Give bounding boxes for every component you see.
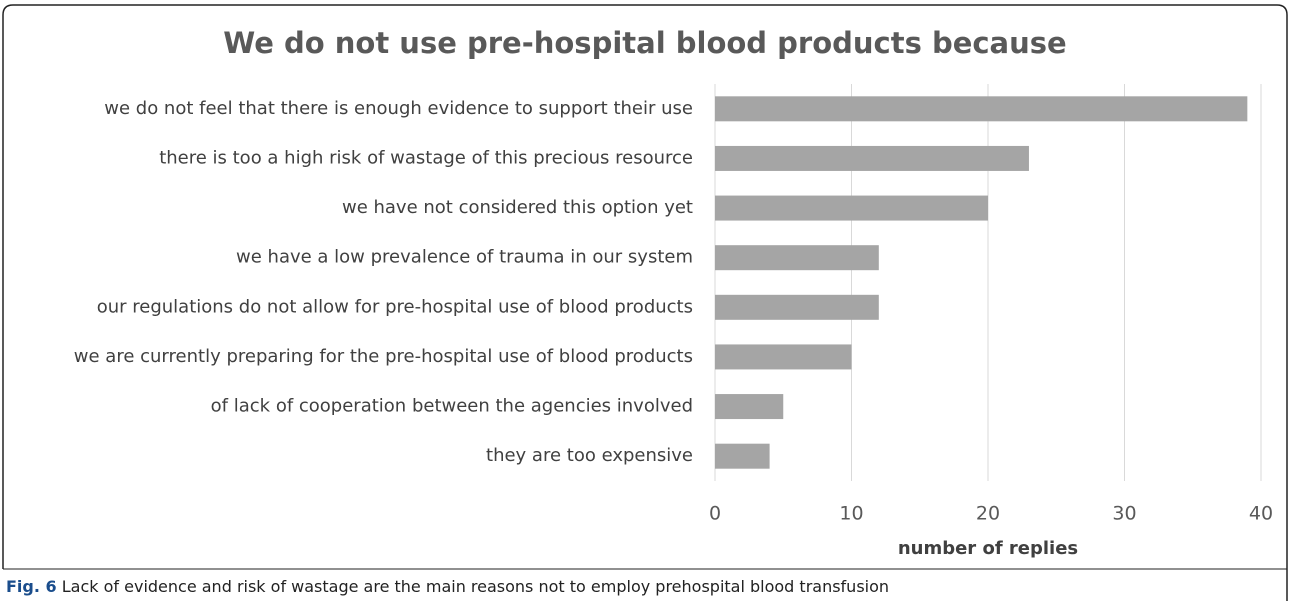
bar xyxy=(715,195,988,221)
x-axis-label: number of replies xyxy=(898,538,1078,559)
frame xyxy=(2,4,1288,601)
bar xyxy=(715,96,1248,122)
y-tick-label: we do not feel that there is enough evid… xyxy=(104,98,693,119)
x-tick-label: 40 xyxy=(1249,503,1273,525)
bar xyxy=(715,245,879,271)
x-tick-label: 0 xyxy=(709,503,721,525)
bar xyxy=(715,145,1029,171)
bar xyxy=(715,344,852,370)
bar xyxy=(715,394,784,420)
y-tick-label: they are too expensive xyxy=(486,445,693,466)
x-tick-label: 30 xyxy=(1112,503,1136,525)
bar xyxy=(715,443,770,469)
caption-label: Fig. 6 xyxy=(6,577,57,596)
y-tick-label: we are currently preparing for the pre-h… xyxy=(74,346,693,367)
x-tick-label: 20 xyxy=(976,503,1000,525)
y-tick-label: there is too a high risk of wastage of t… xyxy=(159,147,693,168)
bar xyxy=(715,294,879,320)
caption-text: Lack of evidence and risk of wastage are… xyxy=(62,577,889,596)
chart-title: We do not use pre-hospital blood product… xyxy=(223,26,1066,60)
y-tick-label: of lack of cooperation between the agenc… xyxy=(211,396,693,417)
x-tick-label: 10 xyxy=(839,503,863,525)
y-tick-label: our regulations do not allow for pre-hos… xyxy=(97,296,693,317)
y-tick-label: we have not considered this option yet xyxy=(342,197,693,218)
y-tick-label: we have a low prevalence of trauma in ou… xyxy=(236,247,693,268)
caption: Fig. 6 Lack of evidence and risk of wast… xyxy=(6,577,889,596)
